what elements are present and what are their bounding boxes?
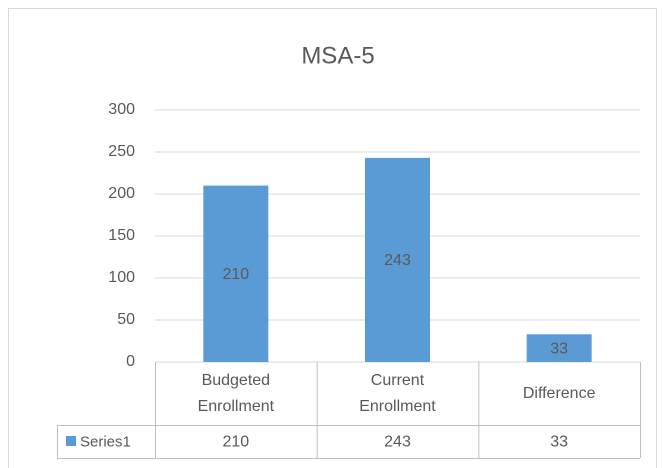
y-tick-label: 250 <box>108 143 135 160</box>
x-tick-label: Difference <box>522 384 596 402</box>
chart-border <box>8 8 657 468</box>
bar <box>526 334 592 362</box>
y-tick-label: 50 <box>117 311 135 328</box>
data-label: 33 <box>550 340 568 357</box>
bar <box>365 157 430 362</box>
x-tick-label-box: Difference <box>522 384 596 402</box>
bar <box>203 185 269 362</box>
y-tick-label: 300 <box>108 101 135 118</box>
data-label: 210 <box>222 266 249 283</box>
y-tick-label: 150 <box>108 227 135 244</box>
x-tick-label-box: Current Enrollment <box>359 371 436 415</box>
legend-label: Series1 <box>80 433 131 450</box>
y-tick-label: 100 <box>108 269 135 286</box>
y-tick-label: 200 <box>108 185 135 202</box>
table-value: 33 <box>550 434 568 451</box>
x-tick-label-box: Budgeted Enrollment <box>197 371 275 415</box>
table-value: 210 <box>222 434 249 451</box>
data-label: 243 <box>384 252 411 269</box>
table-value: 243 <box>384 434 411 451</box>
chart-title: MSA-5 <box>301 42 374 69</box>
x-tick-label: Budgeted Enrollment <box>197 371 275 415</box>
legend-key <box>66 436 76 446</box>
x-tick-label: Current Enrollment <box>359 371 436 415</box>
y-tick-label: 0 <box>126 353 135 370</box>
